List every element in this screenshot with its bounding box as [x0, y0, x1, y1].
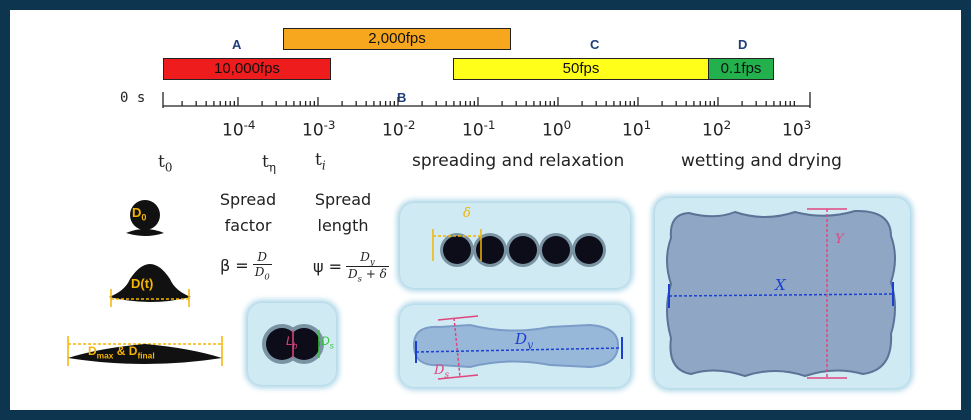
droplet-d0-label: D0 [132, 205, 147, 223]
tick-label: 10-4 [222, 118, 256, 141]
phase-label-b: B [397, 90, 407, 105]
droplet-dt-label: D(t) [131, 276, 154, 291]
spread-factor-title-1: Spread [219, 190, 277, 209]
droplet-d0-icon [126, 200, 164, 236]
spread-factor-formula: β = D D0 [220, 250, 272, 282]
phase-label-c: C [590, 37, 600, 52]
log-time-axis [162, 92, 811, 108]
merged-droplets-image [262, 324, 324, 364]
droplet-dot [542, 236, 570, 264]
label-y: Y [835, 232, 844, 247]
tick-label: 101 [622, 118, 652, 141]
phase-label-d: D [738, 37, 748, 52]
label-dy: Dy [515, 330, 533, 351]
film-image [666, 208, 896, 379]
event-wetting-drying: wetting and drying [681, 151, 842, 171]
frame-rate-bar-0-1fps: 0.1fps [708, 58, 774, 80]
event-t0: t0 [158, 152, 173, 175]
tick-label: 10-3 [302, 118, 336, 141]
label-ds-pink: Ds [434, 363, 450, 381]
droplet-dot [476, 236, 504, 264]
tick-label: 103 [782, 118, 812, 141]
spread-factor-title-2: factor [224, 216, 272, 235]
panel-spread-line [400, 305, 630, 387]
droplet-dt-icon [109, 264, 191, 307]
phase-label-a: A [232, 37, 242, 52]
tick-label: 10-2 [382, 118, 416, 141]
event-spreading-relaxation: spreading and relaxation [412, 151, 625, 171]
panel-droplet-row [400, 203, 630, 288]
droplet-dmax-label: Dmax & Dfinal [88, 344, 155, 361]
frame-rate-bar-10000fps: 10,000fps [163, 58, 331, 80]
spread-length-formula: ψ = Dy Ds + δ [313, 250, 389, 284]
event-t-eta: tη [262, 152, 276, 175]
label-lb: Lb [286, 334, 298, 351]
panel-film [655, 198, 910, 388]
label-ds-green: Ds [321, 334, 334, 351]
frame-rate-bar-2000fps: 2,000fps [283, 28, 511, 50]
droplet-row-image [432, 229, 606, 267]
origin-label: 0 s [120, 90, 146, 106]
figure-canvas: A B C D 10,000fps 2,000fps 50fps 0.1fps … [10, 10, 961, 410]
tick-label: 10-1 [462, 118, 496, 141]
label-x: X [775, 276, 786, 294]
label-delta: δ [463, 206, 471, 221]
frame-rate-bar-50fps: 50fps [453, 58, 709, 80]
spread-length-title-1: Spread [314, 190, 372, 209]
droplet-dot [509, 236, 537, 264]
event-ti: ti [315, 150, 326, 173]
droplet-dot [443, 236, 471, 264]
spread-line-image [412, 315, 623, 380]
tick-label: 102 [702, 118, 732, 141]
spread-length-title-2: length [317, 216, 369, 235]
droplet-dmax-icon [67, 336, 223, 366]
tick-label: 100 [542, 118, 572, 141]
panel-merged-droplets [248, 303, 336, 385]
droplet-dot [575, 236, 603, 264]
